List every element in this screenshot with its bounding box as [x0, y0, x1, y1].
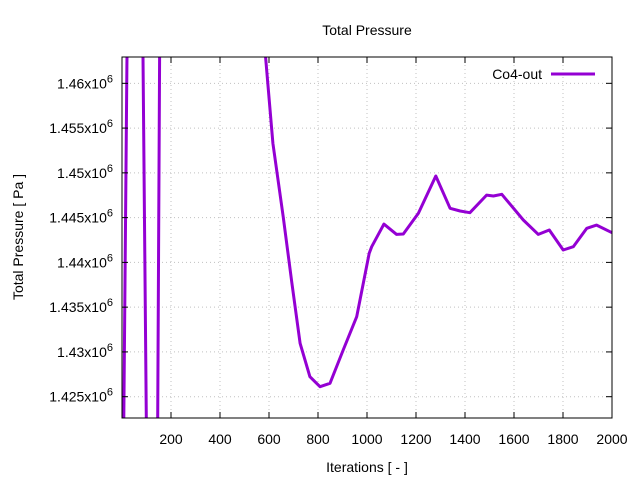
- x-tick-label: 800: [306, 431, 330, 447]
- y-tick-label: 1.43x106: [57, 342, 113, 360]
- y-tick-label: 1.44x106: [57, 252, 113, 270]
- y-tick-label: 1.445x106: [49, 208, 113, 226]
- ticks: 200 400 600 800 1000 1200 1400 1600 1800 2000 1.42…: [49, 57, 628, 447]
- x-tick-label: 200: [159, 431, 183, 447]
- series-layer: [122, 55, 613, 419]
- x-axis-label: Iterations [ - ]: [326, 459, 408, 475]
- y-tick-label: 1.435x106: [49, 297, 113, 315]
- legend: Co4-out: [492, 66, 595, 82]
- x-tick-label: 1400: [449, 431, 480, 447]
- x-tick-label: 1800: [547, 431, 578, 447]
- series-line-co4-out: [122, 55, 613, 419]
- legend-label: Co4-out: [492, 66, 542, 82]
- x-tick-label: 1200: [400, 431, 431, 447]
- y-tick-label: 1.46x106: [57, 73, 113, 91]
- x-tick-label: 2000: [596, 431, 627, 447]
- y-tick-label: 1.45x106: [57, 163, 113, 181]
- chart-title: Total Pressure: [322, 22, 412, 38]
- x-tick-label: 1600: [498, 431, 529, 447]
- grid: [122, 57, 612, 418]
- x-tick-label: 1000: [351, 431, 382, 447]
- x-tick-label: 600: [257, 431, 281, 447]
- y-axis-label: Total Pressure [ Pa ]: [10, 174, 26, 300]
- y-tick-label: 1.425x106: [49, 387, 113, 405]
- y-tick-label: 1.455x106: [49, 118, 113, 136]
- x-tick-label: 400: [208, 431, 232, 447]
